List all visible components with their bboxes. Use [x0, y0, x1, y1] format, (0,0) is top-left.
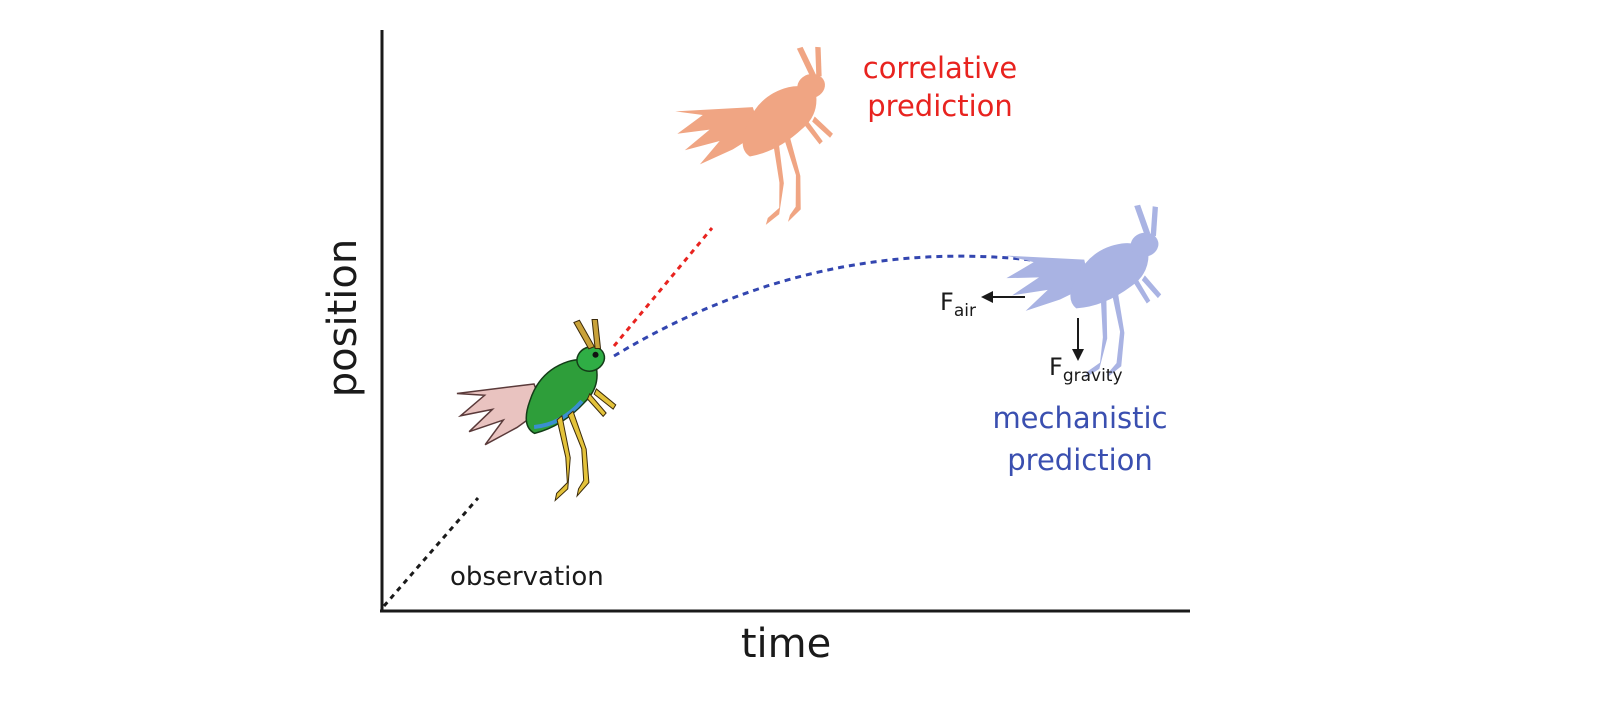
grasshopper-icon [456, 318, 617, 502]
mechanistic-label-line1: mechanistic [992, 401, 1167, 435]
force-gravity-base: F [1049, 353, 1063, 381]
observation-trajectory [382, 497, 480, 607]
grasshopper-silhouette-icon [997, 201, 1191, 394]
force-air-arrow [981, 291, 1025, 303]
correlative-label-line2: prediction [867, 89, 1013, 123]
force-gravity-label: Fgravity [1049, 353, 1123, 386]
mechanistic-label-line2: prediction [1007, 443, 1153, 477]
x-axis-label: time [741, 621, 831, 667]
correlative-label-line1: correlative [863, 51, 1018, 85]
y-axis-label: position [320, 239, 366, 397]
force-gravity-sub: gravity [1063, 366, 1123, 386]
force-air-base: F [940, 288, 954, 316]
force-gravity-arrow [1072, 318, 1084, 361]
force-air-label: Fair [940, 288, 976, 321]
grasshopper-silhouette-icon [663, 41, 869, 247]
force-air-sub: air [954, 301, 976, 321]
mechanistic-trajectory [613, 254, 1049, 358]
observation-label: observation [450, 562, 604, 592]
